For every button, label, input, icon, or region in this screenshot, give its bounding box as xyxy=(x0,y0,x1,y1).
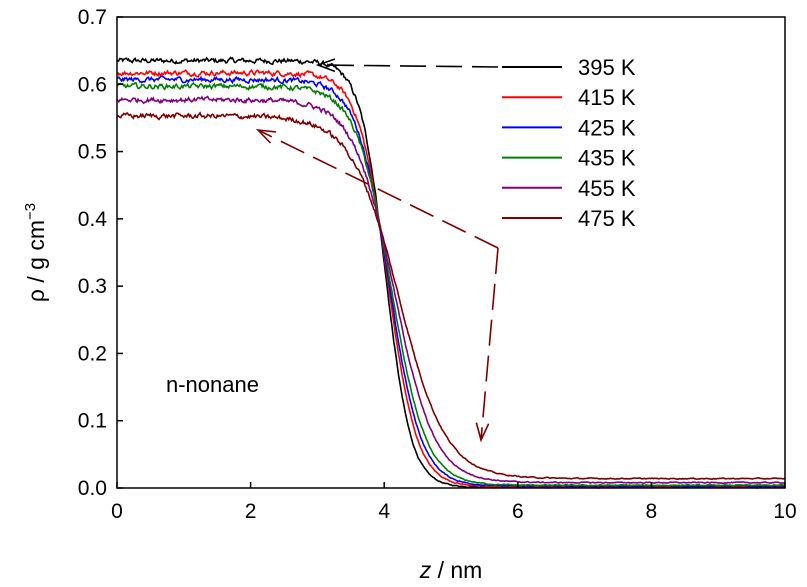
y-tick-label: 0.4 xyxy=(78,208,108,231)
series-line-475-k xyxy=(116,111,786,481)
y-axis-label: ρ / g cm xyxy=(23,220,49,302)
legend-label: 475 K xyxy=(578,206,636,231)
series-line-395-k xyxy=(116,56,786,489)
ticks-layer: 0 2 4 6 8 10 0.0 0.1 0.2 0.3 0.4 0.5 0.6 0.7 xyxy=(78,6,797,523)
annotation-arrow-line xyxy=(480,247,499,441)
y-tick-label: 0.2 xyxy=(78,342,107,365)
x-tick-label: 2 xyxy=(245,500,257,523)
legend-label: 415 K xyxy=(578,85,636,110)
series-line-415-k xyxy=(116,68,786,489)
annotation-arrow-head xyxy=(315,58,336,73)
x-axis-title: z / nm xyxy=(419,557,483,583)
series-layer xyxy=(116,56,786,489)
y-tick-label: 0.0 xyxy=(78,477,107,500)
y-tick-label: 0.1 xyxy=(78,410,107,433)
series-line-435-k xyxy=(116,81,786,487)
y-axis-title: ρ / g cm−3 xyxy=(22,203,49,302)
y-tick-label: 0.3 xyxy=(78,275,107,298)
annotation-arrow-line xyxy=(317,64,499,68)
legend-label: 395 K xyxy=(578,55,636,80)
plot-frame xyxy=(116,16,786,489)
x-axis-variable: z xyxy=(419,557,432,583)
y-tick-label: 0.5 xyxy=(78,141,107,164)
y-axis-exponent: −3 xyxy=(22,203,39,220)
y-tick-label: 0.6 xyxy=(78,73,107,96)
x-tick-label: 0 xyxy=(111,500,123,523)
legend-label: 435 K xyxy=(578,146,636,171)
series-line-425-k xyxy=(116,75,786,488)
legend-label: 425 K xyxy=(578,115,636,140)
y-tick-label: 0.7 xyxy=(78,6,107,29)
annotation-arrow-head xyxy=(255,128,276,144)
x-tick-label: 6 xyxy=(512,500,524,523)
x-tick-label: 8 xyxy=(646,500,658,523)
x-axis-unit: / nm xyxy=(431,557,482,583)
legend-layer: 395 K 415 K 425 K 435 K 455 K 475 K xyxy=(502,55,636,231)
arrow-layer xyxy=(255,58,499,443)
annotation-n-nonane: n-nonane xyxy=(166,372,259,397)
annotation-arrow-line xyxy=(257,129,499,249)
series-line-455-k xyxy=(116,95,786,485)
annotation-arrow-head xyxy=(475,422,490,443)
legend-label: 455 K xyxy=(578,176,636,201)
x-tick-label: 4 xyxy=(378,500,390,523)
x-tick-label: 10 xyxy=(773,500,796,523)
